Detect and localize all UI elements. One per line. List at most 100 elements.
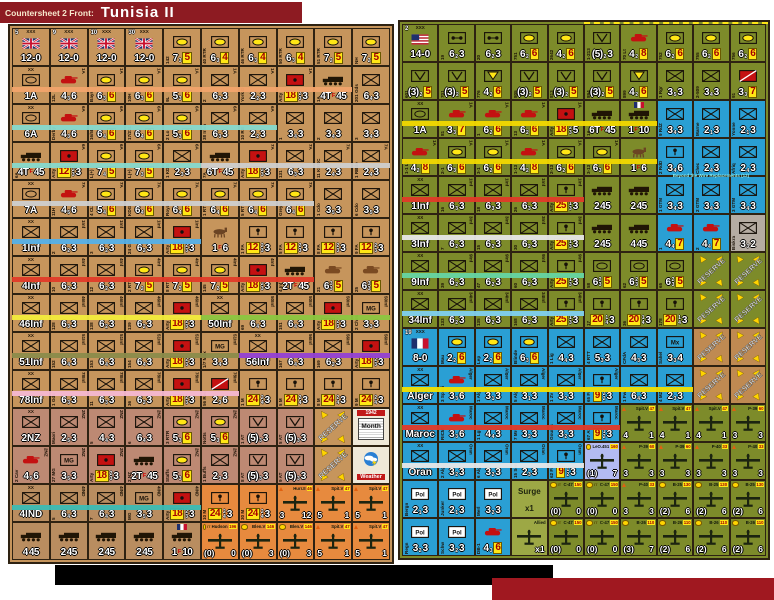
stat-value: 45 — [636, 239, 648, 250]
stat-superscript: 3 — [179, 438, 182, 444]
counter: XX 9Inf — [402, 252, 439, 290]
air-defense-value: 1 — [344, 510, 350, 520]
infantry-icon — [362, 188, 381, 200]
formation-label: 34Inf — [504, 292, 510, 303]
sheet-title: Tunisia II — [100, 4, 175, 21]
counter: York D 1A 2 2 3 — [238, 66, 277, 104]
sup-bottom: 3 — [298, 247, 302, 254]
sup-top: 2 — [185, 395, 188, 401]
armor-icon — [248, 188, 267, 200]
sup-top: 3 — [453, 129, 456, 136]
counter: 1A 6T F 45 — [584, 100, 621, 138]
formation-label: 6A — [81, 144, 87, 150]
sup-top: 2 — [708, 53, 711, 60]
sup-top: 2 — [453, 357, 456, 364]
aircraft-nationality: IT — [207, 524, 211, 530]
stat-value: 6 — [71, 129, 77, 140]
stat-superscript: 2 — [602, 92, 605, 98]
infantry-hq-icon — [411, 450, 430, 462]
counter: Weather — [352, 446, 390, 484]
sup-top: 3 — [673, 357, 677, 364]
counter: 40 RTR 6 3 4 — [200, 28, 239, 66]
aircraft-type: P-39 — [638, 444, 649, 449]
stat-value: 6 — [701, 49, 708, 60]
infantry-icon — [629, 336, 648, 348]
stat-value: 3 — [667, 87, 674, 98]
infantry-icon — [97, 378, 116, 390]
stat-value: 12 — [245, 242, 260, 254]
formation-name: 56Inf — [246, 357, 270, 368]
stat-value: 6 — [566, 162, 576, 174]
stat-value: 4 — [665, 239, 672, 250]
formation-label: 51Inf — [156, 334, 162, 345]
stat-value: 3 — [75, 167, 82, 178]
counter: 1 FA 12 2 3 3 — [238, 218, 277, 256]
counter: 168 34Inf 6 2 3 — [511, 290, 548, 328]
counter: 27 MG 2NZ MG 3 5 3 — [49, 446, 88, 484]
bomber-marker-icon — [622, 520, 630, 526]
counter: CFdA 4 3 3 — [620, 328, 657, 366]
sup-top: 2 — [109, 471, 113, 477]
infantry-hq-icon — [21, 340, 40, 352]
aircraft-nationality: IT — [594, 520, 598, 526]
machinegun-icon: MG — [362, 302, 381, 314]
stat-superscript: 3 — [219, 476, 222, 482]
corps-size-label: XXX — [415, 25, 425, 30]
stat-superscript: 4 — [217, 210, 220, 216]
stat-superscript: 3 — [67, 400, 70, 406]
stat-value: 6 — [521, 277, 528, 288]
stat-superscript: 2 — [492, 510, 495, 516]
sup-top: 2 — [142, 399, 146, 406]
stat-superscript: 4 — [370, 172, 373, 178]
sup-top: 1 — [418, 509, 422, 516]
stat-value: 3 — [458, 315, 465, 326]
counter: 3 1Inf 6 2 3 — [87, 218, 126, 256]
hq-size-label: XX — [27, 409, 34, 414]
sup-top: 2 — [491, 471, 495, 478]
stat-value: 2 — [212, 471, 218, 482]
stat-value: 3 — [189, 357, 195, 368]
antitank-icon — [520, 70, 539, 82]
sup-top: 3 — [296, 475, 300, 482]
stat-superscript: 4 — [294, 324, 297, 330]
svg-text:MG: MG — [64, 459, 74, 465]
counter: 2 45 — [584, 176, 621, 214]
counter: XX 7A — [12, 180, 50, 218]
infantry-icon — [447, 260, 466, 272]
counter: P-40 33 3 3 — [620, 480, 657, 518]
counter-stats: 18 2 3 3 — [164, 242, 200, 254]
counter: 776 4 2 6 — [474, 62, 512, 100]
stat-value: 2 — [750, 239, 756, 250]
sup-top: 3 — [178, 57, 182, 64]
formation-label: 9Inf — [468, 254, 474, 263]
stat-superscript: 2 — [105, 286, 108, 292]
counter: 1 Buffs 2NZ 2 3 3 — [200, 446, 239, 484]
formation-label: 3Inf — [577, 216, 583, 225]
infantry-icon — [593, 336, 612, 348]
stat-superscript: 5 — [370, 210, 373, 216]
counter-stats: 18 2 3 3 — [164, 394, 200, 406]
corps-number: 5 — [15, 30, 19, 36]
right-countersheet-panel: 2 XXX 14-0 19 6 2 3 20 6 2 3 751 6 2 6 2642 4 2 6 1-213 (5) 2… — [398, 20, 770, 560]
aircraft-header: P-39 60 — [731, 406, 764, 411]
counter-stats: 25 1 3 3 — [549, 200, 583, 212]
recon-icon — [210, 378, 229, 390]
counter: Arty 3Inf 25 1 3 3 — [547, 214, 584, 252]
antitank-icon — [556, 70, 575, 82]
armor-icon — [738, 32, 757, 44]
mule-icon — [209, 226, 231, 238]
stat-value: 3 — [260, 129, 266, 140]
infantry-icon — [738, 222, 757, 234]
